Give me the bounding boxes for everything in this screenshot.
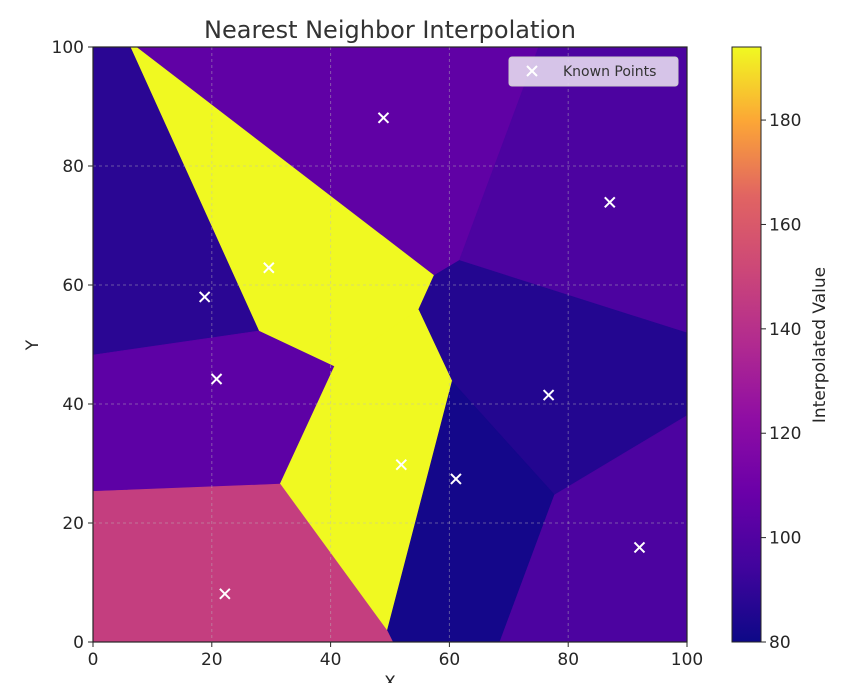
y-tick-label: 20: [62, 514, 84, 534]
known-point-marker: [219, 588, 231, 600]
colorbar-tick-label: 160: [769, 215, 801, 235]
y-tick-label: 100: [52, 38, 84, 58]
known-points: [198, 112, 646, 600]
y-tick-label: 60: [62, 276, 84, 296]
colorbar-tick-label: 100: [769, 529, 801, 549]
x-axis-ticks: 0 20 40 60 80 100: [88, 642, 703, 670]
x-tick-label: 100: [671, 650, 703, 670]
colorbar-tick-label: 80: [769, 633, 791, 653]
y-tick-label: 80: [62, 157, 84, 177]
x-axis-label: X: [384, 673, 396, 683]
known-point-marker: [604, 196, 616, 209]
known-point-marker: [542, 389, 555, 401]
grid-lines: [93, 47, 687, 642]
colorbar-tick-label: 140: [769, 320, 801, 340]
chart-title: Nearest Neighbor Interpolation: [204, 16, 576, 44]
legend: Known Points: [508, 56, 679, 87]
x-tick-label: 80: [557, 650, 579, 670]
known-point-marker: [377, 112, 390, 124]
voronoi-cell: [499, 415, 687, 642]
legend-label: Known Points: [563, 64, 656, 80]
x-tick-label: 20: [201, 650, 223, 670]
y-axis-ticks: 0 20 40 60 80 100: [52, 38, 93, 653]
x-tick-label: 60: [439, 650, 461, 670]
voronoi-cell: [93, 483, 394, 642]
legend-marker: [526, 65, 538, 77]
colorbar-tick-label: 180: [769, 111, 801, 131]
known-point-marker: [210, 373, 223, 385]
legend-box: [508, 56, 679, 87]
y-tick-label: 40: [62, 395, 84, 415]
colorbar-label: Interpolated Value: [810, 267, 830, 423]
colorbar: [731, 46, 762, 643]
known-point-marker: [263, 262, 275, 274]
colorbar-tick-label: 120: [769, 424, 801, 444]
known-point-marker: [633, 541, 646, 554]
known-point-marker: [198, 291, 211, 303]
voronoi-cells: [93, 47, 687, 642]
known-point-marker: [450, 473, 462, 485]
plot-frame: [92, 46, 688, 643]
known-point-marker: [395, 458, 407, 471]
x-tick-label: 0: [88, 650, 99, 670]
y-axis-label: Y: [23, 339, 43, 351]
y-tick-label: 0: [73, 633, 84, 653]
colorbar-ticks: 80 100 120 140 160 180: [761, 111, 801, 653]
x-tick-label: 40: [320, 650, 342, 670]
